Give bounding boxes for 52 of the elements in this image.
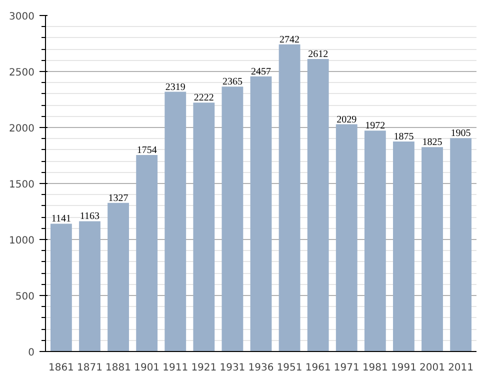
bar bbox=[50, 224, 72, 352]
x-tick-label: 1936 bbox=[248, 362, 274, 373]
x-tick-label: 2001 bbox=[420, 362, 445, 373]
y-tick-label: 1000 bbox=[9, 236, 35, 246]
data-label: 2742 bbox=[280, 34, 300, 46]
x-tick-label: 1991 bbox=[390, 362, 416, 373]
bar bbox=[422, 147, 443, 352]
bar bbox=[164, 92, 186, 352]
bar bbox=[450, 138, 472, 352]
data-label: 1972 bbox=[365, 120, 386, 132]
y-tick-label: 3000 bbox=[9, 12, 35, 22]
data-label: 2222 bbox=[194, 92, 214, 104]
bar bbox=[307, 58, 329, 352]
bar bbox=[136, 155, 158, 352]
data-label: 1754 bbox=[136, 145, 157, 156]
bar bbox=[364, 130, 386, 352]
x-tick-label: 1861 bbox=[48, 362, 74, 373]
data-label: 1825 bbox=[422, 137, 442, 148]
x-tick-label: 1971 bbox=[334, 362, 360, 373]
bar bbox=[278, 44, 300, 352]
x-tick-label: 1931 bbox=[220, 362, 246, 373]
bar bbox=[336, 124, 358, 352]
x-tick-label: 1921 bbox=[191, 362, 217, 373]
bar bbox=[108, 202, 129, 352]
data-label: 2365 bbox=[222, 76, 242, 88]
bar bbox=[79, 221, 100, 352]
data-label: 2319 bbox=[165, 82, 186, 93]
data-label: 1327 bbox=[108, 192, 128, 204]
x-tick-label: 1981 bbox=[362, 362, 388, 373]
x-tick-label: 1901 bbox=[134, 362, 160, 373]
y-tick-label: 0 bbox=[28, 348, 35, 358]
y-tick-label: 2500 bbox=[9, 68, 35, 78]
x-tick-label: 2011 bbox=[448, 362, 474, 373]
x-tick-label: 1911 bbox=[162, 362, 188, 373]
data-label: 2612 bbox=[308, 48, 328, 60]
y-tick-label: 500 bbox=[15, 292, 35, 302]
data-label: 2029 bbox=[336, 114, 357, 126]
bar bbox=[222, 86, 244, 352]
bar bbox=[393, 142, 414, 352]
data-label: 1905 bbox=[450, 128, 471, 140]
data-label: 1875 bbox=[394, 132, 414, 142]
y-tick-label: 2000 bbox=[9, 124, 35, 134]
bar bbox=[193, 102, 215, 352]
x-tick-label: 1951 bbox=[276, 362, 302, 373]
bar bbox=[250, 76, 272, 352]
y-tick-label: 1500 bbox=[9, 180, 35, 190]
x-tick-label: 1871 bbox=[77, 362, 102, 373]
data-label: 2457 bbox=[251, 66, 271, 78]
x-tick-label: 1961 bbox=[305, 362, 331, 373]
data-label: 1163 bbox=[80, 211, 100, 222]
data-label: 1141 bbox=[51, 214, 72, 225]
x-tick-label: 1881 bbox=[106, 362, 132, 373]
